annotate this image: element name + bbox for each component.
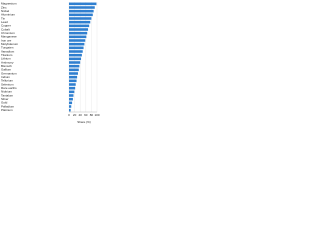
y-tick-label: Selenium <box>1 82 14 86</box>
bar <box>69 108 71 112</box>
page: Share (%) 0 20 40 60 80 100 Magnesium Zinc Nicke… <box>0 0 100 125</box>
bar <box>69 68 79 72</box>
bar <box>69 35 87 39</box>
bar <box>69 72 78 75</box>
bar <box>69 64 80 68</box>
bar <box>69 24 90 28</box>
bar <box>69 101 73 105</box>
y-tick-label: Antimony <box>1 60 14 64</box>
y-tick-label: Cobalt <box>1 27 10 31</box>
y-tick-label: Rare earths <box>1 86 17 90</box>
x-axis-title: Share (%) <box>77 120 91 124</box>
bar <box>69 42 85 46</box>
y-tick-label: Nickel <box>1 9 10 13</box>
bar <box>69 105 72 108</box>
bar <box>69 86 76 90</box>
x-tick-label: 80 <box>90 113 94 117</box>
bar <box>69 2 97 6</box>
y-tick-label: Titanium <box>1 53 13 57</box>
y-tick-label: Aluminium <box>1 13 16 17</box>
bar <box>69 97 73 101</box>
y-tick-label: Tungsten <box>1 46 14 50</box>
bar <box>69 46 84 50</box>
y-tick-label: Platinum <box>1 108 13 112</box>
bar <box>69 13 93 17</box>
y-tick-label: Lithium <box>1 57 11 61</box>
bar <box>69 79 77 83</box>
bar <box>69 28 89 31</box>
y-tick-label: Bismuth <box>1 64 12 68</box>
y-tick-label: Iron ore <box>1 38 12 42</box>
y-tick-label: Indium <box>1 75 11 79</box>
bar <box>69 53 82 57</box>
y-tick-label: Tellurium <box>1 79 14 83</box>
bar <box>69 9 94 13</box>
bar <box>69 31 88 35</box>
y-tick-label: Copper <box>1 24 11 28</box>
x-tick-label: 20 <box>73 113 77 117</box>
x-tick-label: 100 <box>94 113 99 117</box>
y-tick-label: Silver <box>1 97 9 101</box>
y-tick-label: Niobium <box>1 90 13 94</box>
y-tick-label: Lead <box>1 20 8 24</box>
y-tick-label: Vanadium <box>1 49 15 53</box>
y-tick-label: Tin <box>1 16 5 20</box>
y-tick-label: Gallium <box>1 68 12 72</box>
y-tick-label: Magnesium <box>1 2 17 6</box>
x-tick-label: 40 <box>79 113 83 117</box>
bar <box>69 50 83 53</box>
bar <box>69 57 82 61</box>
bar <box>69 6 95 9</box>
bar <box>69 90 75 94</box>
y-tick-label: Palladium <box>1 104 15 108</box>
bar <box>69 39 86 42</box>
bar <box>69 17 92 20</box>
y-tick-label: Tantalum <box>1 93 14 97</box>
bar <box>69 83 76 86</box>
y-tick-label: Manganese <box>1 35 17 39</box>
bar <box>69 94 74 97</box>
y-tick-label: Chromium <box>1 31 15 35</box>
y-tick-label: Molybdenum <box>1 42 19 46</box>
y-tick-label: Gold <box>1 101 8 105</box>
x-tick-label: 0 <box>68 113 70 117</box>
x-tick-label: 60 <box>84 113 88 117</box>
bar <box>69 75 78 79</box>
y-tick-label: Germanium <box>1 71 17 75</box>
y-tick-label: Zinc <box>1 5 7 9</box>
bar <box>69 61 81 64</box>
chart: Share (%) 0 20 40 60 80 100 MagnesiumZincNicke… <box>1 2 100 124</box>
bar <box>69 20 91 24</box>
